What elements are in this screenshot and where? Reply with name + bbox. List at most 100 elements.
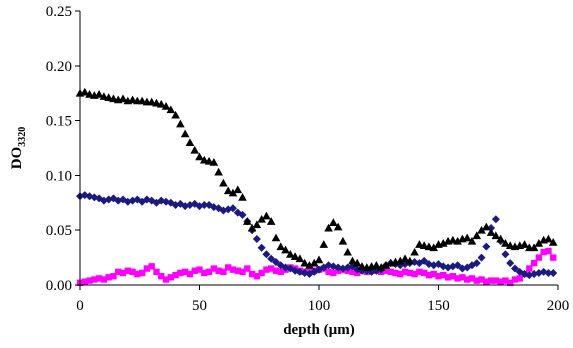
y-tick-label: 0.15 xyxy=(46,114,72,130)
data-point-triangle xyxy=(271,233,281,242)
data-point-triangle xyxy=(109,94,118,103)
data-point-square xyxy=(463,276,471,283)
data-point-square xyxy=(392,269,399,277)
data-point-triangle xyxy=(319,240,329,248)
data-point-triangle xyxy=(266,217,276,225)
data-point-triangle xyxy=(505,241,515,249)
data-point-triangle xyxy=(529,243,539,252)
x-tick-label: 150 xyxy=(427,298,450,314)
y-tick-label: 0.10 xyxy=(46,168,72,184)
data-point-triangle xyxy=(395,256,405,265)
data-point-square xyxy=(134,270,141,278)
data-point-triangle xyxy=(128,95,137,104)
data-point-triangle xyxy=(161,102,171,110)
data-point-square xyxy=(387,268,394,276)
data-point-square xyxy=(196,266,203,273)
data-point-diamond xyxy=(482,242,491,251)
data-point-square xyxy=(440,271,447,279)
data-point-triangle xyxy=(305,260,314,269)
data-point-triangle xyxy=(257,214,266,223)
data-point-square xyxy=(487,277,495,284)
data-point-square xyxy=(105,274,112,281)
x-tick-label: 200 xyxy=(547,298,570,314)
data-point-diamond xyxy=(501,250,510,259)
data-point-square xyxy=(507,279,514,287)
data-point-triangle xyxy=(171,110,180,119)
data-point-square xyxy=(430,270,437,278)
data-point-triangle xyxy=(238,193,247,201)
data-point-diamond xyxy=(252,234,261,243)
series-triangle xyxy=(75,87,558,271)
data-point-triangle xyxy=(438,239,448,247)
data-point-triangle xyxy=(410,247,419,256)
data-point-diamond xyxy=(267,254,276,263)
data-point-triangle xyxy=(352,258,362,267)
data-point-triangle xyxy=(286,250,295,258)
data-point-square xyxy=(124,267,131,274)
data-point-square xyxy=(181,268,189,276)
data-point-square xyxy=(177,269,184,277)
data-point-square xyxy=(172,271,179,279)
data-point-triangle xyxy=(415,240,424,248)
data-point-triangle xyxy=(219,178,228,187)
data-point-triangle xyxy=(357,262,367,270)
data-point-diamond xyxy=(200,200,209,209)
data-point-square xyxy=(550,254,557,261)
data-point-triangle xyxy=(176,119,185,128)
data-point-square xyxy=(497,278,504,285)
data-point-triangle xyxy=(152,98,161,107)
data-point-square xyxy=(492,277,500,284)
data-point-triangle xyxy=(147,97,156,106)
data-point-triangle xyxy=(195,152,204,161)
data-point-triangle xyxy=(467,236,477,245)
data-point-square xyxy=(349,268,356,276)
data-point-triangle xyxy=(314,255,324,264)
y-axis-title-main: DO xyxy=(9,147,25,170)
data-point-triangle xyxy=(482,222,491,231)
data-point-diamond xyxy=(544,268,553,277)
data-point-square xyxy=(449,273,457,280)
data-point-triangle xyxy=(262,211,271,220)
data-point-square xyxy=(468,275,476,282)
data-point-square xyxy=(272,267,280,274)
data-point-triangle xyxy=(472,231,482,240)
data-point-triangle xyxy=(80,87,90,96)
data-point-square xyxy=(191,267,198,274)
data-point-square xyxy=(100,276,108,283)
data-point-triangle xyxy=(180,129,190,138)
data-point-triangle xyxy=(548,237,558,246)
data-point-diamond xyxy=(262,250,271,259)
data-point-triangle xyxy=(405,256,415,265)
data-point-triangle xyxy=(156,99,166,108)
data-point-triangle xyxy=(329,218,338,226)
data-point-triangle xyxy=(338,236,348,245)
data-point-square xyxy=(167,274,175,281)
data-point-square xyxy=(535,254,543,261)
data-point-square xyxy=(545,247,552,255)
data-point-square xyxy=(397,270,404,278)
data-point-triangle xyxy=(496,234,505,243)
data-point-square xyxy=(248,270,256,278)
data-point-diamond xyxy=(238,210,247,219)
data-point-triangle xyxy=(223,186,233,195)
data-point-triangle xyxy=(276,242,286,251)
data-point-square xyxy=(530,259,538,267)
y-tick-label: 0.20 xyxy=(46,59,72,75)
data-point-square xyxy=(526,265,533,272)
data-point-square xyxy=(516,275,523,282)
y-tick-label: 0.25 xyxy=(46,4,72,20)
data-point-triangle xyxy=(544,234,553,243)
data-point-triangle xyxy=(99,92,109,100)
data-point-square xyxy=(143,265,151,272)
data-point-square xyxy=(268,265,275,272)
data-point-diamond xyxy=(271,257,280,266)
data-point-triangle xyxy=(247,223,257,232)
data-point-square xyxy=(129,268,136,276)
data-point-triangle xyxy=(214,167,223,176)
data-point-square xyxy=(473,277,480,284)
data-point-square xyxy=(483,278,490,285)
data-point-diamond xyxy=(257,243,266,252)
data-point-triangle xyxy=(252,220,262,229)
